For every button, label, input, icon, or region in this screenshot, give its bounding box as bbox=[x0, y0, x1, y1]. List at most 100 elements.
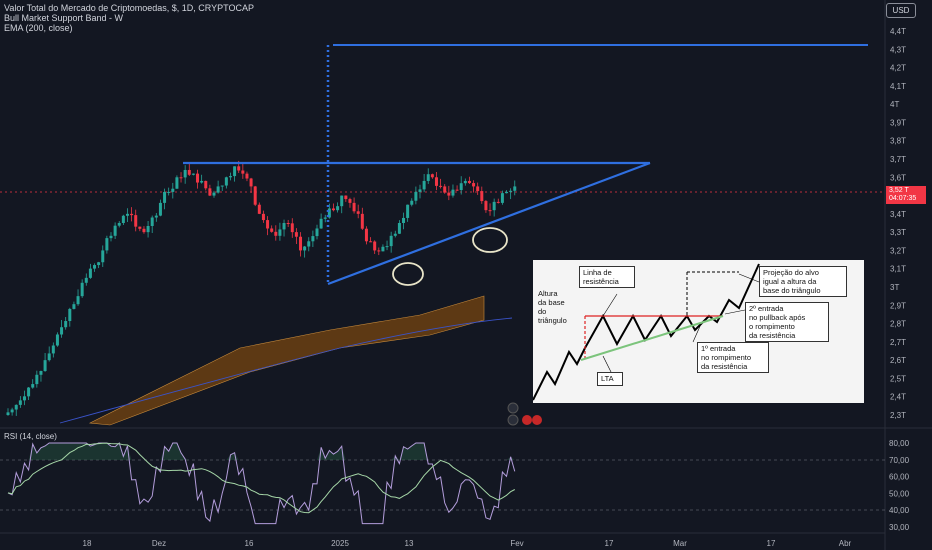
candle-body bbox=[142, 228, 146, 233]
candle-body bbox=[10, 409, 14, 413]
rsi-tick-label: 60,00 bbox=[889, 473, 910, 482]
date-tick-label: 2025 bbox=[331, 539, 349, 548]
candle-body bbox=[278, 229, 282, 236]
rsi-tick-label: 30,00 bbox=[889, 523, 910, 532]
candle-body bbox=[319, 218, 323, 229]
price-tick-label: 3,8T bbox=[890, 137, 906, 146]
candle-body bbox=[430, 174, 434, 178]
candle-body bbox=[509, 190, 513, 192]
countdown: 04:07:35 bbox=[889, 195, 917, 202]
candle-body bbox=[237, 166, 241, 171]
price-value: 3,52 T bbox=[889, 187, 909, 194]
candle-body bbox=[117, 223, 121, 226]
candle-body bbox=[191, 173, 195, 175]
candle-body bbox=[80, 282, 84, 297]
candle-body bbox=[138, 226, 142, 229]
price-tick-label: 2,5T bbox=[890, 374, 906, 383]
candle-body bbox=[299, 236, 303, 251]
candle-body bbox=[241, 170, 245, 174]
price-tick-label: 2,9T bbox=[890, 301, 906, 310]
candle-body bbox=[451, 189, 455, 196]
candle-body bbox=[472, 183, 476, 187]
date-tick-label: 17 bbox=[605, 539, 614, 548]
candle-body bbox=[488, 210, 492, 212]
rsi-tick-label: 50,00 bbox=[889, 489, 910, 498]
price-tick-label: 3,7T bbox=[890, 155, 906, 164]
chart-title: Valor Total do Mercado de Criptomoedas, … bbox=[4, 3, 254, 13]
rsi-overbought-fill bbox=[8, 443, 515, 460]
candle-body bbox=[171, 188, 175, 192]
price-tick-label: 3,9T bbox=[890, 118, 906, 127]
candle-body bbox=[204, 180, 208, 189]
candle-body bbox=[121, 215, 125, 223]
candle-body bbox=[51, 345, 55, 354]
candle-body bbox=[216, 186, 220, 193]
candle-body bbox=[163, 192, 167, 203]
candle-body bbox=[76, 296, 80, 305]
indicator-label: EMA (200, close) bbox=[4, 23, 73, 33]
candle-body bbox=[303, 246, 307, 251]
candle-body bbox=[467, 180, 471, 184]
candle-body bbox=[282, 223, 286, 230]
candle-body bbox=[60, 327, 64, 335]
candle-body bbox=[496, 201, 500, 203]
flag-icon bbox=[507, 414, 519, 426]
candle-body bbox=[208, 188, 212, 196]
candle-body bbox=[43, 360, 47, 372]
date-tick-label: Abr bbox=[839, 539, 852, 548]
projection-label: Projeção do alvo igual a altura da base do… bbox=[759, 266, 847, 297]
candle-body bbox=[459, 183, 463, 191]
candle-body bbox=[426, 174, 430, 181]
candle-body bbox=[134, 215, 138, 227]
price-tick-label: 2,8T bbox=[890, 320, 906, 329]
candle-body bbox=[315, 228, 319, 237]
candle-body bbox=[381, 246, 385, 252]
candle-body bbox=[393, 233, 397, 236]
support-trendline bbox=[327, 161, 651, 286]
ascending-triangle-diagram: Linha de resistência Projeção do alvo igua… bbox=[533, 260, 864, 403]
candle-body bbox=[274, 231, 278, 236]
candle-body bbox=[377, 250, 381, 252]
candle-body bbox=[266, 220, 270, 229]
entry1-label: 1º entrada no rompimento da resistência bbox=[697, 342, 769, 373]
candle-body bbox=[369, 241, 373, 243]
candle-body bbox=[340, 195, 344, 207]
price-zigzag bbox=[584, 263, 760, 349]
candle-body bbox=[14, 404, 18, 410]
candle-body bbox=[39, 371, 43, 375]
rsi-ma-line bbox=[7, 442, 515, 514]
candle-body bbox=[348, 199, 352, 203]
candle-body bbox=[93, 265, 97, 269]
rsi-label: RSI (14, close) bbox=[4, 432, 57, 441]
pivot-circle bbox=[472, 227, 508, 253]
candle-body bbox=[154, 215, 158, 218]
candle-body bbox=[196, 173, 200, 183]
candle-body bbox=[422, 180, 426, 190]
candle-body bbox=[352, 202, 356, 212]
rsi-tick-label: 80,00 bbox=[889, 439, 910, 448]
indicator-label: Bull Market Support Band - W bbox=[4, 13, 124, 23]
candle-body bbox=[402, 217, 406, 223]
candle-body bbox=[97, 262, 101, 266]
candle-body bbox=[105, 238, 109, 251]
candles-group bbox=[6, 160, 517, 416]
candle-body bbox=[294, 232, 298, 237]
candle-body bbox=[443, 186, 447, 193]
candle-body bbox=[385, 246, 389, 248]
candle-body bbox=[150, 217, 154, 226]
rsi-line bbox=[7, 442, 516, 525]
pivot-circle bbox=[392, 262, 424, 286]
candle-body bbox=[175, 177, 179, 189]
pointer bbox=[692, 323, 702, 343]
price-tick-label: 3,4T bbox=[890, 210, 906, 219]
candle-body bbox=[373, 241, 377, 251]
candle-body bbox=[307, 241, 311, 247]
candle-body bbox=[439, 185, 443, 187]
bull-market-support-band bbox=[88, 295, 485, 426]
candle-body bbox=[68, 308, 72, 322]
candle-body bbox=[389, 235, 393, 247]
currency-button[interactable]: USD bbox=[886, 3, 916, 18]
candle-body bbox=[331, 208, 335, 211]
candle-body bbox=[414, 191, 418, 201]
